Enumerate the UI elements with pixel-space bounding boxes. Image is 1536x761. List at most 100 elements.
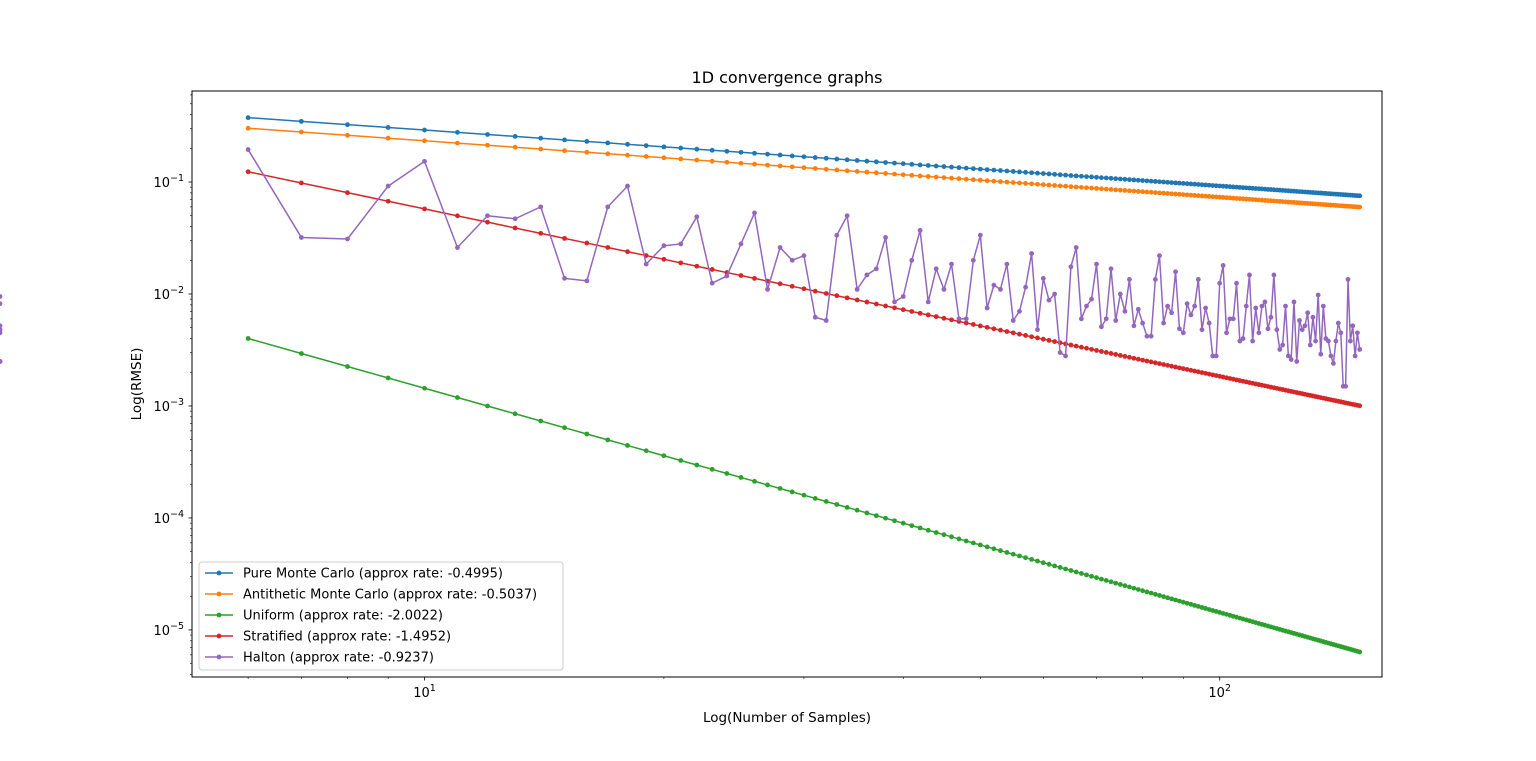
series-4-point	[1004, 261, 1010, 267]
series-0-point	[1052, 171, 1058, 177]
series-1-point	[864, 169, 870, 175]
series-2-point	[909, 523, 915, 529]
series-1-point	[605, 151, 611, 157]
series-1-point	[823, 166, 829, 172]
series-4-point	[694, 214, 700, 220]
series-3-point	[1135, 356, 1141, 362]
series-1-point	[1180, 192, 1186, 197]
series-3-point	[873, 301, 879, 307]
series-3-point	[892, 305, 897, 311]
series-4-point	[834, 232, 840, 238]
series-4-point	[1256, 330, 1262, 336]
series-4-point	[1073, 245, 1079, 250]
series-2-point	[1169, 596, 1174, 602]
series-0-point	[834, 156, 840, 162]
series-2-point	[1084, 572, 1089, 578]
series-0-point	[512, 134, 518, 139]
legend-item: Uniform (approx rate: -2.0022)	[205, 609, 443, 624]
legend-label: Halton (approx rate: -0.9237)	[243, 651, 434, 666]
series-1-point	[1140, 189, 1146, 195]
series-4-point	[0, 323, 3, 329]
series-2-point	[1004, 550, 1010, 555]
legend-box	[198, 561, 564, 671]
series-0-point	[455, 129, 460, 135]
series-1-point	[1144, 189, 1150, 195]
series-1-point	[1023, 181, 1028, 186]
series-4-point	[1352, 353, 1358, 359]
series-1-point	[1135, 189, 1141, 194]
series-2-point	[844, 504, 850, 510]
series-4-point	[245, 147, 251, 152]
y-tick-label: 10−1	[153, 173, 184, 191]
series-0-point	[801, 154, 807, 160]
series-2-point	[917, 525, 923, 531]
series-4-point	[970, 257, 976, 263]
series-2-point	[777, 486, 783, 491]
series-3-point	[1127, 354, 1132, 360]
series-4-point	[1169, 310, 1174, 316]
series-1-point	[678, 156, 684, 162]
series-4-point	[801, 253, 807, 259]
series-0-point	[1213, 183, 1219, 189]
series-4-point	[917, 227, 923, 233]
series-4-point	[941, 286, 947, 292]
series-4-point	[1331, 361, 1336, 366]
series-2-point	[1078, 571, 1084, 576]
series-4-point	[1305, 310, 1311, 316]
series-1-point	[977, 177, 983, 183]
series-2-point	[900, 520, 906, 526]
series-2-point	[1108, 579, 1114, 585]
series-2-point	[1029, 556, 1034, 562]
series-3-point	[977, 323, 983, 329]
series-4-point	[584, 278, 590, 284]
series-1-point	[984, 178, 990, 184]
series-3-point	[1113, 352, 1119, 357]
series-4-point	[1173, 269, 1178, 275]
series-1-point	[991, 178, 997, 184]
series-lines	[0, 115, 1363, 655]
series-2-point	[984, 544, 990, 550]
legend-label: Antithetic Monte Carlo (approx rate: -0.…	[243, 588, 537, 603]
series-1-point	[1192, 193, 1198, 198]
series-4-point	[1206, 320, 1212, 326]
series-2-point	[1157, 593, 1162, 598]
series-4-point	[0, 301, 3, 307]
series-4-point	[1243, 303, 1249, 309]
series-1-point	[925, 174, 931, 179]
series-3-point	[1017, 331, 1022, 337]
series-3-point	[1029, 334, 1034, 340]
series-0-point	[1046, 171, 1052, 177]
series-1-point	[345, 132, 350, 138]
series-4-point	[1199, 327, 1205, 333]
series-3-point	[1203, 370, 1208, 376]
series-0-point	[956, 165, 962, 171]
series-0-point	[892, 160, 897, 166]
series-4-point	[1313, 338, 1318, 344]
series-4-point	[1237, 338, 1243, 344]
series-2-point	[892, 518, 897, 524]
series-3-point	[1148, 359, 1154, 365]
series-3-point	[1188, 367, 1194, 373]
series-4-point	[1250, 338, 1256, 344]
series-2-point	[1144, 589, 1150, 595]
series-4-point	[1227, 316, 1233, 322]
series-3-point	[678, 260, 684, 266]
series-0-point	[977, 166, 983, 172]
series-4-point	[789, 257, 795, 263]
series-2-point	[1131, 585, 1137, 591]
series-4-point	[661, 243, 667, 249]
x-tick-label: 102	[1208, 683, 1231, 701]
series-2-point	[1094, 575, 1099, 581]
series-4-point	[455, 245, 460, 250]
series-4-point	[1280, 342, 1286, 348]
series-3-point	[1184, 367, 1190, 372]
series-4-point	[956, 316, 962, 322]
series-3-point	[864, 299, 870, 305]
series-3-point	[1004, 329, 1010, 334]
series-4-point	[900, 294, 906, 299]
series-4-point	[1320, 303, 1326, 309]
legend-marker	[216, 591, 222, 597]
series-4-point	[844, 213, 850, 219]
